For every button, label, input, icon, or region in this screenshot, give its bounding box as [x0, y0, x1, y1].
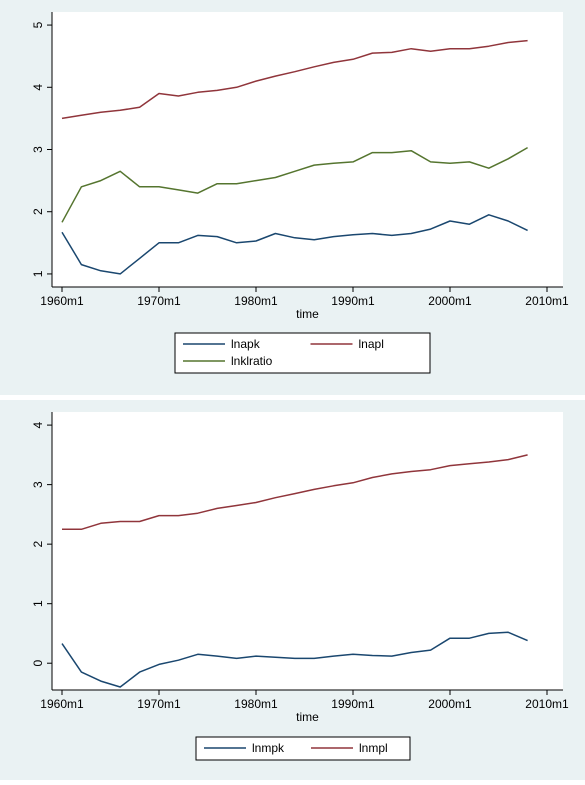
y-tick-label: 0	[31, 660, 45, 667]
series-line	[61, 214, 528, 275]
y-tick-label: 1	[31, 600, 45, 607]
legend-box	[195, 736, 411, 761]
legend-label: lnmpk	[252, 741, 285, 755]
y-tick-label: 3	[31, 146, 45, 153]
legend-label: lnmpl	[359, 741, 388, 755]
y-tick-label: 5	[31, 21, 45, 28]
y-tick-label: 3	[31, 481, 45, 488]
y-tick-label: 4	[31, 84, 45, 91]
x-tick-label: 1990m1	[331, 294, 375, 308]
y-tick-label: 2	[31, 540, 45, 547]
legend-label: lnapl	[359, 337, 384, 351]
legend-label: lnklratio	[231, 354, 273, 368]
x-tick-label: 2010m1	[525, 697, 569, 711]
x-tick-label: 1980m1	[234, 697, 278, 711]
x-axis-title: time	[296, 710, 319, 724]
y-tick-label: 2	[31, 208, 45, 215]
x-tick-label: 2000m1	[428, 294, 472, 308]
series-line	[61, 631, 528, 688]
x-tick-label: 1960m1	[40, 697, 84, 711]
x-tick-label: 2010m1	[525, 294, 569, 308]
y-tick-label: 1	[31, 270, 45, 277]
plot-area	[52, 12, 563, 287]
plot-area	[52, 412, 563, 690]
series-line	[62, 454, 528, 531]
series-line	[61, 146, 528, 223]
x-tick-label: 1990m1	[331, 697, 375, 711]
x-tick-label: 2000m1	[428, 697, 472, 711]
x-axis-title: time	[296, 307, 319, 321]
series-line	[61, 39, 528, 120]
legend-label: lnapk	[231, 337, 261, 351]
x-tick-label: 1970m1	[137, 697, 181, 711]
x-tick-label: 1960m1	[40, 294, 84, 308]
y-tick-label: 4	[31, 421, 45, 428]
legend-box	[174, 332, 431, 374]
x-tick-label: 1980m1	[234, 294, 278, 308]
x-tick-label: 1970m1	[137, 294, 181, 308]
